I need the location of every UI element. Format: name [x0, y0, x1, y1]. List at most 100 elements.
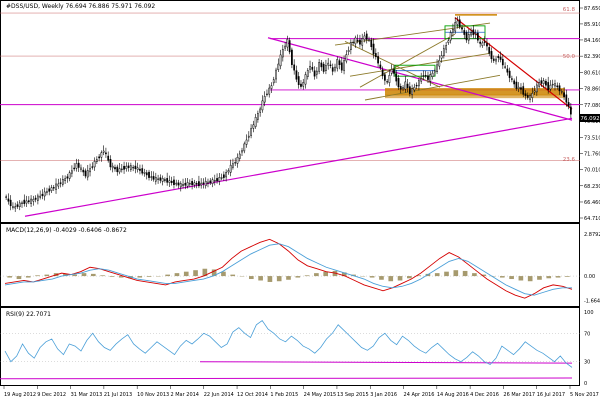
candle-body: [459, 20, 460, 27]
candle-body: [489, 47, 490, 53]
candle-body: [371, 40, 372, 47]
candle-body: [19, 203, 20, 207]
candle-body: [96, 160, 97, 162]
candle-body: [396, 74, 397, 81]
candle-body: [287, 39, 288, 47]
rsi-tick-label: 70: [584, 331, 590, 337]
x-tick-label: 24 May 2015: [304, 392, 337, 398]
candle-body: [455, 22, 456, 31]
candle-body: [450, 33, 451, 41]
candle-body: [294, 65, 295, 70]
candle-body: [566, 95, 567, 102]
candle-body: [321, 63, 322, 67]
macd-histogram-bar: [546, 276, 551, 278]
candle-body: [312, 67, 313, 69]
candle-body: [92, 167, 93, 168]
candle-body: [155, 177, 156, 181]
candle-body: [182, 184, 183, 185]
candle-body: [538, 83, 539, 87]
candle-body: [359, 40, 360, 44]
candle-body: [332, 68, 333, 72]
candle-body: [563, 93, 564, 97]
macd-histogram-bar: [230, 275, 235, 276]
candle-body: [169, 181, 170, 183]
price-tick-label: 82.390: [584, 54, 600, 60]
candle-body: [484, 42, 485, 43]
candle-body: [409, 87, 410, 94]
candle-body: [570, 107, 571, 114]
candle-body: [387, 81, 388, 82]
candle-body: [305, 75, 306, 85]
candle-body: [452, 29, 453, 32]
candle-body: [112, 166, 113, 168]
candle-body: [114, 167, 115, 169]
candle-body: [278, 64, 279, 70]
candle-body: [121, 169, 122, 170]
candle-body: [432, 73, 433, 77]
candle-body: [40, 196, 41, 197]
candle-body: [196, 183, 197, 184]
candle-body: [382, 70, 383, 76]
candle-body: [108, 156, 109, 160]
candle-body: [135, 166, 136, 169]
x-tick-label: 22 Jun 2014: [204, 392, 234, 398]
candle-body: [228, 171, 229, 172]
candle-body: [529, 96, 530, 100]
candle-body: [103, 151, 104, 152]
candle-body: [60, 183, 61, 184]
candle-body: [130, 166, 131, 170]
x-tick-label: 26 Mar 2017: [503, 392, 535, 398]
candle-body: [10, 200, 11, 206]
candle-body: [201, 183, 202, 185]
candle-body: [284, 46, 285, 48]
macd-histogram-bar: [314, 273, 319, 276]
candle-body: [477, 33, 478, 40]
candle-body: [76, 163, 77, 168]
macd-histogram-bar: [147, 276, 152, 277]
macd-histogram-bar: [35, 275, 40, 276]
candle-body: [543, 81, 544, 84]
candle-body: [343, 61, 344, 71]
candle-body: [414, 87, 415, 90]
candle-body: [241, 151, 242, 152]
macd-header: MACD(12,26,9) -0.4029 -0.6406 -0.8672: [6, 227, 127, 234]
candle-body: [71, 171, 72, 173]
macd-tick-label: 0.00: [584, 274, 595, 280]
price-tick-label: 66.460: [584, 200, 600, 206]
candle-body: [341, 63, 342, 70]
candle-body: [78, 163, 79, 167]
candle-body: [162, 178, 163, 181]
candle-body: [473, 30, 474, 35]
candle-body: [280, 55, 281, 66]
macd-histogram-bar: [249, 276, 254, 279]
candle-body: [418, 81, 419, 86]
candle-body: [49, 189, 50, 192]
candle-body: [69, 173, 70, 179]
candle-body: [389, 75, 390, 82]
macd-line: [5, 239, 572, 298]
candle-body: [250, 129, 251, 136]
candle-body: [219, 177, 220, 181]
candle-body: [62, 179, 63, 184]
rising-trendline: [25, 118, 572, 216]
candle-body: [30, 199, 31, 204]
macd-pane-frame: [1, 224, 580, 307]
candle-body: [377, 56, 378, 63]
candle-body: [548, 82, 549, 89]
candle-body: [464, 30, 465, 34]
candle-body: [416, 85, 417, 86]
macd-histogram-bar: [398, 276, 403, 280]
rsi-layer: [0, 321, 580, 379]
candle-body: [151, 177, 152, 178]
candle-body: [223, 175, 224, 178]
macd-histogram-bar: [268, 276, 273, 282]
candle-body: [552, 84, 553, 85]
candle-body: [393, 69, 394, 73]
macd-histogram-bar: [472, 273, 477, 276]
fib-label-236: 23.6: [563, 157, 576, 163]
candle-body: [402, 87, 403, 89]
candle-body: [248, 136, 249, 137]
candle-body: [446, 45, 447, 49]
candle-body: [191, 181, 192, 185]
